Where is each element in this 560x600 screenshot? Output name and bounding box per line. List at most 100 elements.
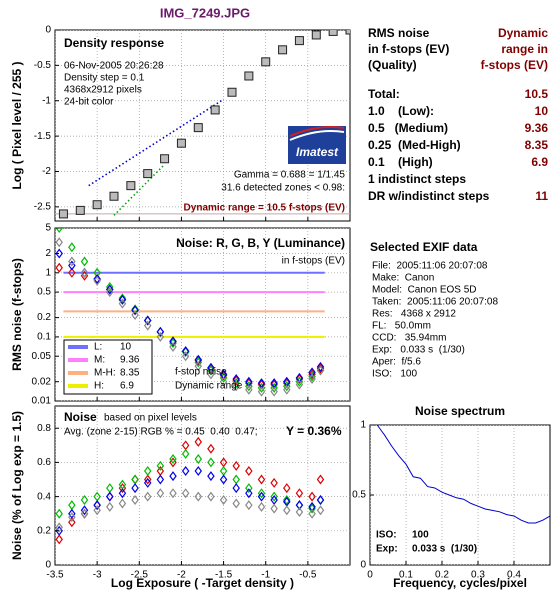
diamond-marker xyxy=(245,381,253,392)
diamond-marker xyxy=(93,275,101,286)
y-tick-label: 0.05 xyxy=(32,351,52,362)
diamond-marker xyxy=(245,483,253,494)
row-value: 9.36 xyxy=(525,121,549,135)
square-marker xyxy=(126,181,136,191)
diamond-marker xyxy=(93,505,101,516)
row-label: 1 indistinct steps xyxy=(368,172,466,186)
diamond-marker xyxy=(219,370,228,381)
diamond-marker xyxy=(68,512,76,523)
diamond-marker xyxy=(295,379,304,390)
row-value: 11 xyxy=(535,189,548,203)
legend-label: H: xyxy=(94,381,104,392)
chart-title: Density response xyxy=(64,36,164,50)
annotation: in f-stops (EV) xyxy=(282,256,345,267)
data-line xyxy=(376,425,550,524)
plot-area xyxy=(55,30,350,221)
x-tick-label: -2 xyxy=(177,570,186,581)
diamond-marker xyxy=(194,361,203,372)
logo-stripe xyxy=(289,130,345,141)
y-axis-label: Noise (% of Log exp = 1.5) xyxy=(10,411,24,560)
diamond-marker xyxy=(232,483,240,494)
diamond-marker xyxy=(143,491,152,502)
diamond-marker xyxy=(219,495,228,506)
x-tick-label: -0.5 xyxy=(299,570,317,581)
exif-line: File: 2005:11:06 20:07:08 xyxy=(372,261,488,272)
y-tick-label: -0.5 xyxy=(34,60,52,71)
header-right: range in xyxy=(501,42,548,56)
diamond-marker xyxy=(106,491,114,502)
diamond-marker xyxy=(93,274,101,285)
square-marker xyxy=(345,30,350,35)
diamond-marker xyxy=(118,293,127,304)
diamond-marker xyxy=(143,315,152,326)
annotation: f-stop noise xyxy=(175,367,227,378)
square-marker xyxy=(109,191,119,201)
diamond-marker xyxy=(194,436,203,447)
diamond-marker xyxy=(295,374,304,385)
header-right: f-stops (EV) xyxy=(481,58,548,72)
square-marker xyxy=(143,169,153,179)
diamond-marker xyxy=(257,379,266,390)
legend-value: 9.36 xyxy=(120,355,140,366)
exif-line: FL: 50.0mm xyxy=(372,321,431,332)
diamond-marker xyxy=(245,500,253,511)
square-marker xyxy=(328,30,338,36)
legend-label: M: xyxy=(94,355,105,366)
diamond-marker xyxy=(106,284,114,295)
diamond-marker xyxy=(316,495,325,506)
exif-line: Exp: 0.033 s (1/30) xyxy=(372,345,465,356)
diamond-marker xyxy=(131,309,139,320)
diamond-marker xyxy=(232,460,240,471)
diamond-marker xyxy=(68,267,76,278)
legend-label: M-H: xyxy=(94,368,116,379)
y-axis-label: RMS noise (f-stops) xyxy=(10,258,24,371)
y-tick-label: 0.1 xyxy=(37,332,51,343)
diamond-marker xyxy=(68,260,76,271)
diamond-marker xyxy=(106,282,114,293)
diamond-marker xyxy=(207,369,215,380)
y-tick-label: 0 xyxy=(360,560,366,571)
diamond-marker xyxy=(55,228,63,233)
diamond-marker xyxy=(270,379,278,390)
diamond-marker xyxy=(283,495,291,506)
y-tick-label: 0.5 xyxy=(352,490,366,501)
exif-line: Make: Canon xyxy=(372,273,434,284)
row-label: 0.25 (Med-High) xyxy=(368,138,461,152)
legend-value: 6.9 xyxy=(120,381,134,392)
y-tick-label: 1 xyxy=(360,420,366,431)
diamond-marker xyxy=(131,483,139,494)
square-marker xyxy=(278,45,288,55)
diamond-marker xyxy=(270,382,278,393)
plot-area xyxy=(55,406,350,565)
diamond-marker xyxy=(80,508,89,519)
diamond-marker xyxy=(194,354,203,365)
square-marker xyxy=(311,30,321,40)
diamond-marker xyxy=(169,454,177,464)
legend-label: L: xyxy=(94,342,102,353)
diamond-marker xyxy=(283,384,291,395)
exif-line: Taken: 2005:11:06 20:07:08 xyxy=(372,297,498,308)
diamond-marker xyxy=(80,505,89,516)
diamond-marker xyxy=(55,522,63,533)
image-title: IMG_7249.JPG xyxy=(160,5,250,20)
diamond-marker xyxy=(156,460,165,471)
y-tick-label: 0.5 xyxy=(37,287,51,298)
legend-value: 10 xyxy=(120,342,132,353)
square-marker xyxy=(193,123,203,133)
diamond-marker xyxy=(169,488,177,499)
diamond-marker xyxy=(55,508,63,519)
diamond-marker xyxy=(68,256,76,267)
x-tick-label: -1.5 xyxy=(215,570,233,581)
row-value: 10.5 xyxy=(525,87,549,101)
y-tick-label: -1.5 xyxy=(34,131,52,142)
diamond-marker xyxy=(207,362,215,373)
diamond-marker xyxy=(308,371,316,382)
row-value: 8.35 xyxy=(525,138,549,152)
diamond-marker xyxy=(118,298,127,309)
diamond-marker xyxy=(143,474,152,485)
diamond-marker xyxy=(232,378,240,389)
x-axis-label: Frequency, cycles/pixel xyxy=(393,576,527,590)
diamond-marker xyxy=(270,386,278,397)
diamond-marker xyxy=(93,500,101,511)
diamond-marker xyxy=(232,375,240,386)
